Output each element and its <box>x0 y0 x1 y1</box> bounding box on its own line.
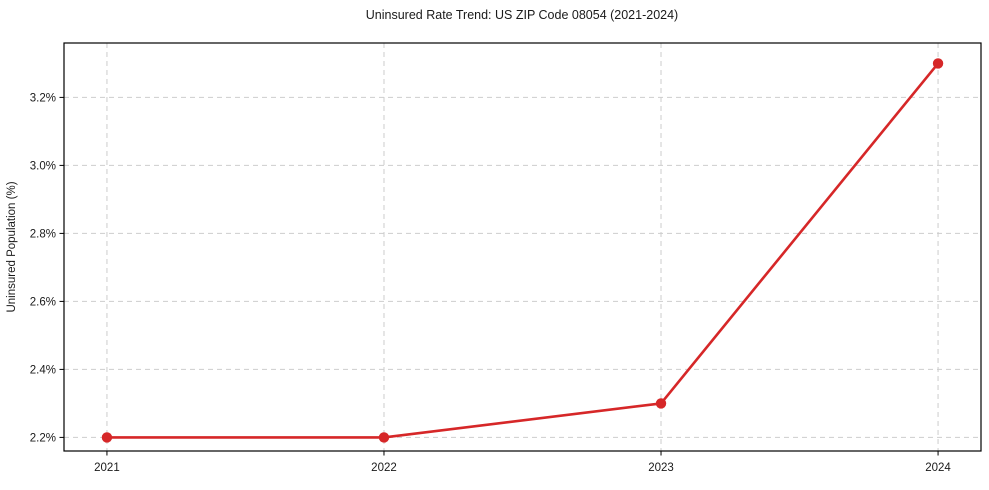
y-tick-label: 2.6% <box>30 296 56 308</box>
plot-border <box>63 42 982 452</box>
data-point-marker <box>101 432 113 443</box>
y-tick-label: 3.0% <box>30 160 56 172</box>
y-tick-label: 3.2% <box>30 92 56 104</box>
y-tick-label: 2.2% <box>30 432 56 444</box>
x-tick-label: 2021 <box>94 462 120 474</box>
x-tick-label: 2023 <box>648 462 674 474</box>
data-line <box>105 62 940 439</box>
plot-area <box>64 43 981 451</box>
chart-title: Uninsured Rate Trend: US ZIP Code 08054 … <box>366 8 678 22</box>
data-point-marker <box>932 58 944 69</box>
y-axis-label: Uninsured Population (%) <box>6 181 18 312</box>
x-tick-label: 2024 <box>925 462 951 474</box>
data-point-marker <box>655 398 667 409</box>
data-point-marker <box>378 432 390 443</box>
x-tick-label: 2022 <box>371 462 397 474</box>
y-tick-label: 2.8% <box>30 228 56 240</box>
y-tick-label: 2.4% <box>30 364 56 376</box>
